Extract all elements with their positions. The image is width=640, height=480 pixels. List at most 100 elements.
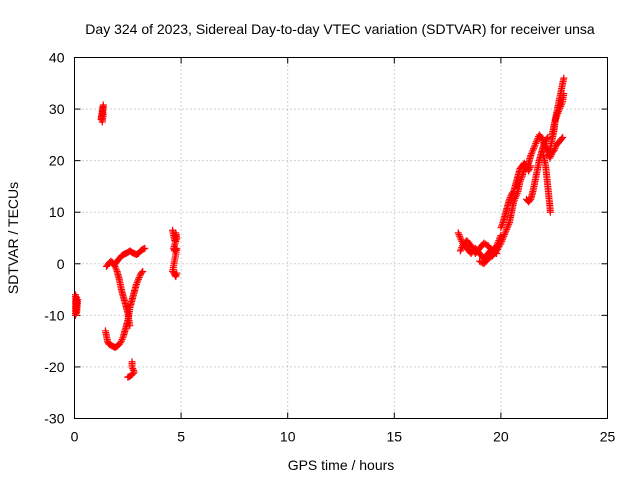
data-point [511,194,519,202]
y-tick-label: -20 [44,359,64,375]
data-point [499,234,507,242]
x-tick-label: 25 [600,429,616,445]
data-point [502,227,510,235]
data-point [493,245,501,253]
data-point [560,74,568,82]
y-axis-label: SDTVAR / TECUs [5,182,21,294]
data-point [556,104,564,112]
data-point [117,337,125,345]
x-tick-label: 10 [280,429,296,445]
y-tick-label: -10 [44,307,64,323]
data-point [559,133,567,141]
data-point [542,144,550,152]
data-point [468,243,476,251]
x-tick-label: 5 [177,429,185,445]
y-tick-label: -30 [44,411,64,427]
data-point [118,335,126,343]
data-point [457,245,465,253]
data-point [539,137,547,145]
data-point [541,142,549,150]
data-point [497,224,505,232]
data-point [135,274,143,282]
data-point [504,222,512,230]
data-point [457,236,465,244]
data-point [138,269,146,277]
data-point [139,268,147,276]
data-point [134,277,142,285]
data-point [503,225,511,233]
data-point [540,139,548,147]
data-point [119,334,127,342]
data-point [498,237,506,245]
data-point [532,138,540,146]
data-point [547,152,555,160]
data-point [455,231,463,239]
y-tick-label: 0 [57,256,65,272]
data-point [129,366,137,374]
data-point [538,135,546,143]
data-point [528,148,536,156]
data-point [112,266,120,274]
data-point [493,247,501,255]
data-point [498,220,506,228]
data-point [133,279,141,287]
data-point [555,106,563,114]
data-point [512,193,520,201]
y-tick-label: 30 [49,101,65,117]
data-point [74,296,82,304]
data-point [557,101,565,109]
data-point [529,146,537,154]
data-point [498,222,506,230]
data-point [542,145,550,153]
data-point [546,208,554,216]
data-point [505,220,513,228]
data-point [544,133,552,141]
data-point [554,109,562,117]
data-point [537,133,545,141]
data-point [530,145,538,153]
data-point [456,247,464,255]
data-markers [72,74,568,381]
data-point [456,232,464,240]
data-point [129,365,137,373]
data-point [558,99,566,107]
data-point [506,194,514,202]
x-tick-label: 15 [387,429,403,445]
data-point [130,368,138,376]
chart-title: Day 324 of 2023, Sidereal Day-to-day VTE… [85,21,595,37]
data-point [495,242,503,250]
data-point [496,241,504,249]
y-tick-label: 10 [49,204,65,220]
data-point [558,135,566,143]
data-point [505,195,513,203]
data-point [553,111,561,119]
data-point [99,110,107,118]
data-point [494,244,502,252]
data-point [132,280,140,288]
data-point [525,165,533,173]
data-point [560,90,568,98]
data-point [141,244,149,252]
data-point [500,232,508,240]
data-point [467,242,475,250]
data-point [501,229,509,237]
axis-ticks [74,57,608,419]
data-point [454,229,462,237]
data-point [128,358,136,366]
data-point [510,196,518,204]
data-point [532,139,540,147]
data-point [525,167,533,175]
data-point [527,151,535,159]
data-point [540,140,548,148]
data-point [500,231,508,239]
data-point [497,239,505,247]
x-tick-label: 0 [71,429,79,445]
data-point [526,164,534,172]
data-point [552,113,560,121]
axis-tick-labels: 0 5 10 15 20 25 -30 -20 -10 0 10 20 30 40 [44,50,615,445]
data-point [554,108,562,116]
x-axis-label: GPS time / hours [288,457,395,473]
data-point [456,234,464,242]
grid-lines [74,57,608,419]
